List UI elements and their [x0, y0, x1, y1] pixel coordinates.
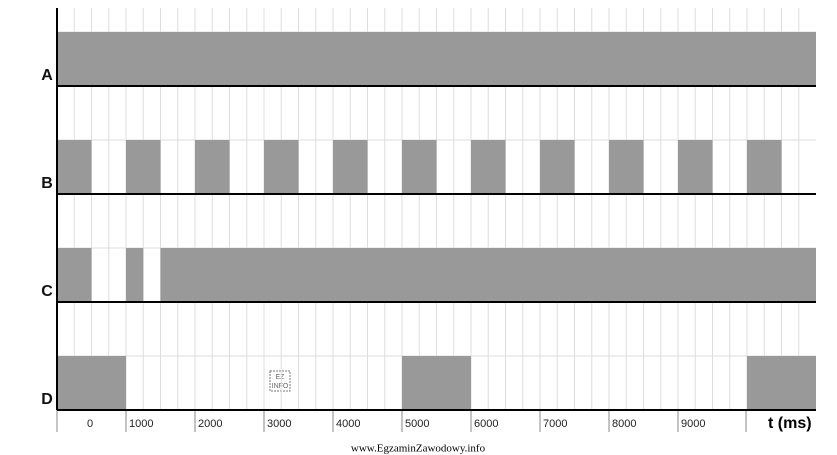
logo: EZ INFO	[269, 370, 291, 392]
lane-label: D	[41, 391, 53, 408]
signal-high	[57, 356, 126, 410]
lane-label: C	[41, 283, 53, 300]
signal-high	[264, 140, 299, 194]
signal-high	[195, 140, 230, 194]
svg-text:EZ: EZ	[276, 374, 286, 381]
signal-high	[609, 140, 644, 194]
x-tick-label: 9000	[681, 418, 705, 430]
signal-high	[57, 32, 816, 86]
x-tick-label: 3000	[267, 418, 291, 430]
signal-high	[160, 248, 816, 302]
x-tick-label: 1000	[129, 418, 153, 430]
signal-high	[678, 140, 713, 194]
x-tick-label: 2000	[198, 418, 222, 430]
x-tick-label: 5000	[405, 418, 429, 430]
x-tick-label: 4000	[336, 418, 360, 430]
signal-high	[402, 356, 471, 410]
signal-high	[540, 140, 575, 194]
signal-high	[471, 140, 506, 194]
x-tick-label: 7000	[543, 418, 567, 430]
signal-high	[126, 248, 144, 302]
signal-high	[57, 248, 92, 302]
svg-text:INFO: INFO	[272, 383, 289, 390]
x-axis-label: t (ms)	[768, 415, 812, 432]
signal-high	[402, 140, 437, 194]
signal-high	[57, 140, 92, 194]
signal-high	[747, 140, 782, 194]
watermark: www.EgzaminZawodowy.info	[351, 443, 486, 455]
signal-high	[333, 140, 368, 194]
lane-label: B	[41, 175, 53, 192]
x-tick-label: 8000	[612, 418, 636, 430]
signal-high	[126, 140, 161, 194]
x-tick-label: 6000	[474, 418, 498, 430]
x-tick-label: 0	[87, 418, 93, 430]
lane-label: A	[41, 67, 53, 84]
signal-high	[747, 356, 816, 410]
